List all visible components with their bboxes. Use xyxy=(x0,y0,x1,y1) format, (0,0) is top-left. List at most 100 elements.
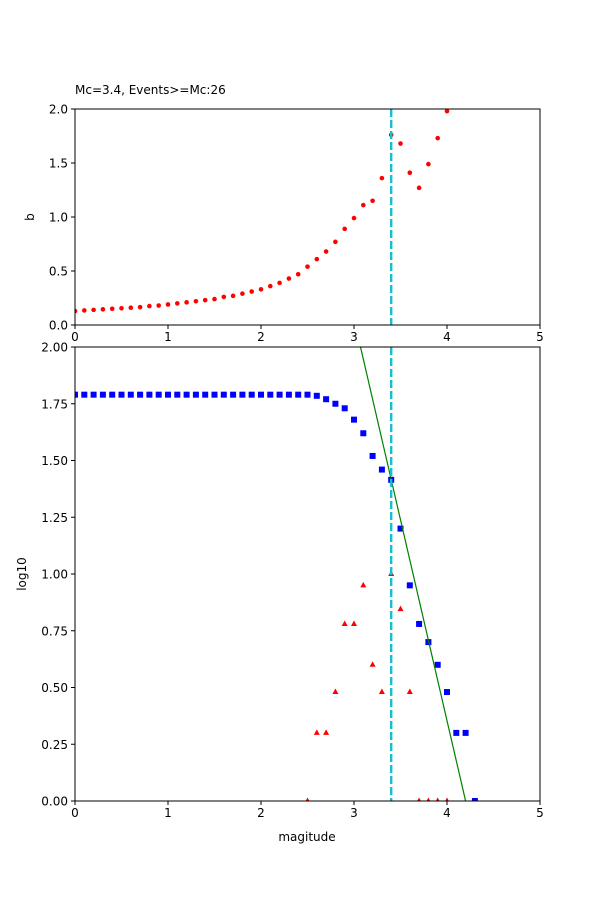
top-b-point xyxy=(314,256,320,262)
bottom-cumulative-point xyxy=(267,391,274,398)
top-b-point xyxy=(109,306,115,312)
top-ytick-label: 1.5 xyxy=(49,157,68,171)
top-ytick-label: 0.5 xyxy=(49,265,68,279)
top-b-point xyxy=(305,264,310,269)
bottom-cumulative-point xyxy=(146,391,153,398)
top-ytick-label: 1.0 xyxy=(49,211,68,225)
bottom-cumulative-point xyxy=(90,391,97,398)
bottom-noncumulative-point xyxy=(426,797,431,801)
bottom-xtick-label: 5 xyxy=(536,806,544,820)
bottom-cumulative-point xyxy=(155,391,162,398)
top-b-point xyxy=(370,198,375,204)
bottom-noncumulative-point xyxy=(313,729,320,735)
bottom-cumulative-point xyxy=(202,391,209,398)
top-b-point xyxy=(128,305,134,311)
top-b-point xyxy=(75,308,78,314)
bottom-cumulative-point xyxy=(360,430,367,437)
top-b-point xyxy=(444,109,450,114)
bottom-cumulative-point xyxy=(462,729,469,736)
top-b-point xyxy=(240,291,245,296)
bottom-cumulative-point xyxy=(137,391,144,398)
top-xtick-label: 1 xyxy=(164,330,172,344)
top-b-point xyxy=(156,303,161,308)
bottom-cumulative-point xyxy=(183,391,190,398)
bottom-axes: 0 1 2 3 4 5 0.00 0.25 0.50 0.75 1.00 1.25 1.50 1.75 2.… xyxy=(41,341,544,821)
bottom-ytick-label: 1.00 xyxy=(41,568,68,582)
bottom-xtick-label: 4 xyxy=(443,806,451,820)
top-b-point xyxy=(175,301,180,306)
bottom-cumulative-point xyxy=(378,466,385,473)
top-b-point xyxy=(165,302,171,307)
bottom-cumulative-point xyxy=(434,661,441,668)
bottom-chart-xlabel: magitude xyxy=(278,830,335,844)
bottom-noncumulative-point xyxy=(369,661,376,667)
top-b-point xyxy=(416,185,422,191)
bottom-plot-marks xyxy=(75,347,478,801)
top-b-point xyxy=(342,226,348,232)
bottom-xtick-label: 0 xyxy=(71,806,79,820)
top-b-point xyxy=(333,239,338,245)
bottom-cumulative-point xyxy=(230,391,237,398)
bottom-cumulative-point xyxy=(304,391,311,398)
top-b-point xyxy=(193,298,199,304)
bottom-cumulative-point xyxy=(118,391,125,398)
top-xtick-label: 4 xyxy=(443,330,451,344)
bottom-cumulative-point xyxy=(220,391,227,398)
bottom-cumulative-point xyxy=(81,391,88,398)
bottom-cumulative-point xyxy=(323,396,330,403)
top-b-point xyxy=(202,297,208,303)
top-b-point xyxy=(323,249,329,254)
bottom-ytick-label: 0.50 xyxy=(41,681,68,695)
top-b-point xyxy=(407,170,413,176)
bottom-cumulative-point xyxy=(75,391,78,398)
bottom-xtick-label: 1 xyxy=(164,806,172,820)
top-xtick-label: 5 xyxy=(536,330,544,344)
bottom-ytick-label: 1.75 xyxy=(41,397,68,411)
top-b-point xyxy=(258,287,264,292)
bottom-cumulative-point xyxy=(295,391,302,398)
bottom-noncumulative-point xyxy=(332,688,339,695)
bottom-noncumulative-point xyxy=(406,688,413,695)
top-xtick-label: 2 xyxy=(257,330,265,344)
top-b-point xyxy=(249,289,254,294)
bottom-noncumulative-point xyxy=(378,688,385,695)
top-b-point xyxy=(230,293,236,299)
top-b-point xyxy=(286,276,292,281)
top-b-point xyxy=(184,300,189,305)
bottom-cumulative-point xyxy=(397,525,404,532)
bottom-noncumulative-point xyxy=(323,729,330,735)
bottom-cumulative-point xyxy=(99,391,106,398)
bottom-cumulative-point xyxy=(416,620,423,627)
bottom-cumulative-point xyxy=(192,391,199,398)
bottom-fit-line xyxy=(359,347,467,801)
bottom-cumulative-point xyxy=(444,689,450,696)
bottom-cumulative-point xyxy=(369,452,376,459)
top-chart-title: Mc=3.4, Events>=Mc:26 xyxy=(75,83,226,97)
top-b-point xyxy=(221,294,227,300)
bottom-cumulative-point xyxy=(258,391,264,398)
top-b-point xyxy=(147,303,152,309)
bottom-cumulative-point xyxy=(351,416,357,423)
top-b-point xyxy=(435,135,441,141)
bottom-cumulative-point xyxy=(248,391,255,398)
bottom-ytick-label: 1.50 xyxy=(41,454,68,468)
top-plot-area xyxy=(75,109,540,325)
bottom-cumulative-point xyxy=(341,405,348,412)
top-b-point xyxy=(100,307,106,312)
top-b-point xyxy=(277,280,282,286)
top-xtick-label: 0 xyxy=(71,330,79,344)
top-b-point xyxy=(361,202,366,208)
bottom-cumulative-point xyxy=(406,582,413,589)
top-b-point xyxy=(82,308,87,313)
top-plot-marks xyxy=(75,109,450,314)
bottom-ytick-label: 1.25 xyxy=(41,511,68,525)
bottom-ytick-label: 0.00 xyxy=(41,795,68,809)
top-b-point xyxy=(119,305,124,311)
top-b-point xyxy=(379,175,385,181)
bottom-noncumulative-point xyxy=(397,605,404,612)
bottom-cumulative-point xyxy=(127,391,134,398)
bottom-plot-area xyxy=(75,347,540,801)
top-ytick-label: 0.0 xyxy=(49,319,68,333)
top-b-point xyxy=(426,161,431,167)
